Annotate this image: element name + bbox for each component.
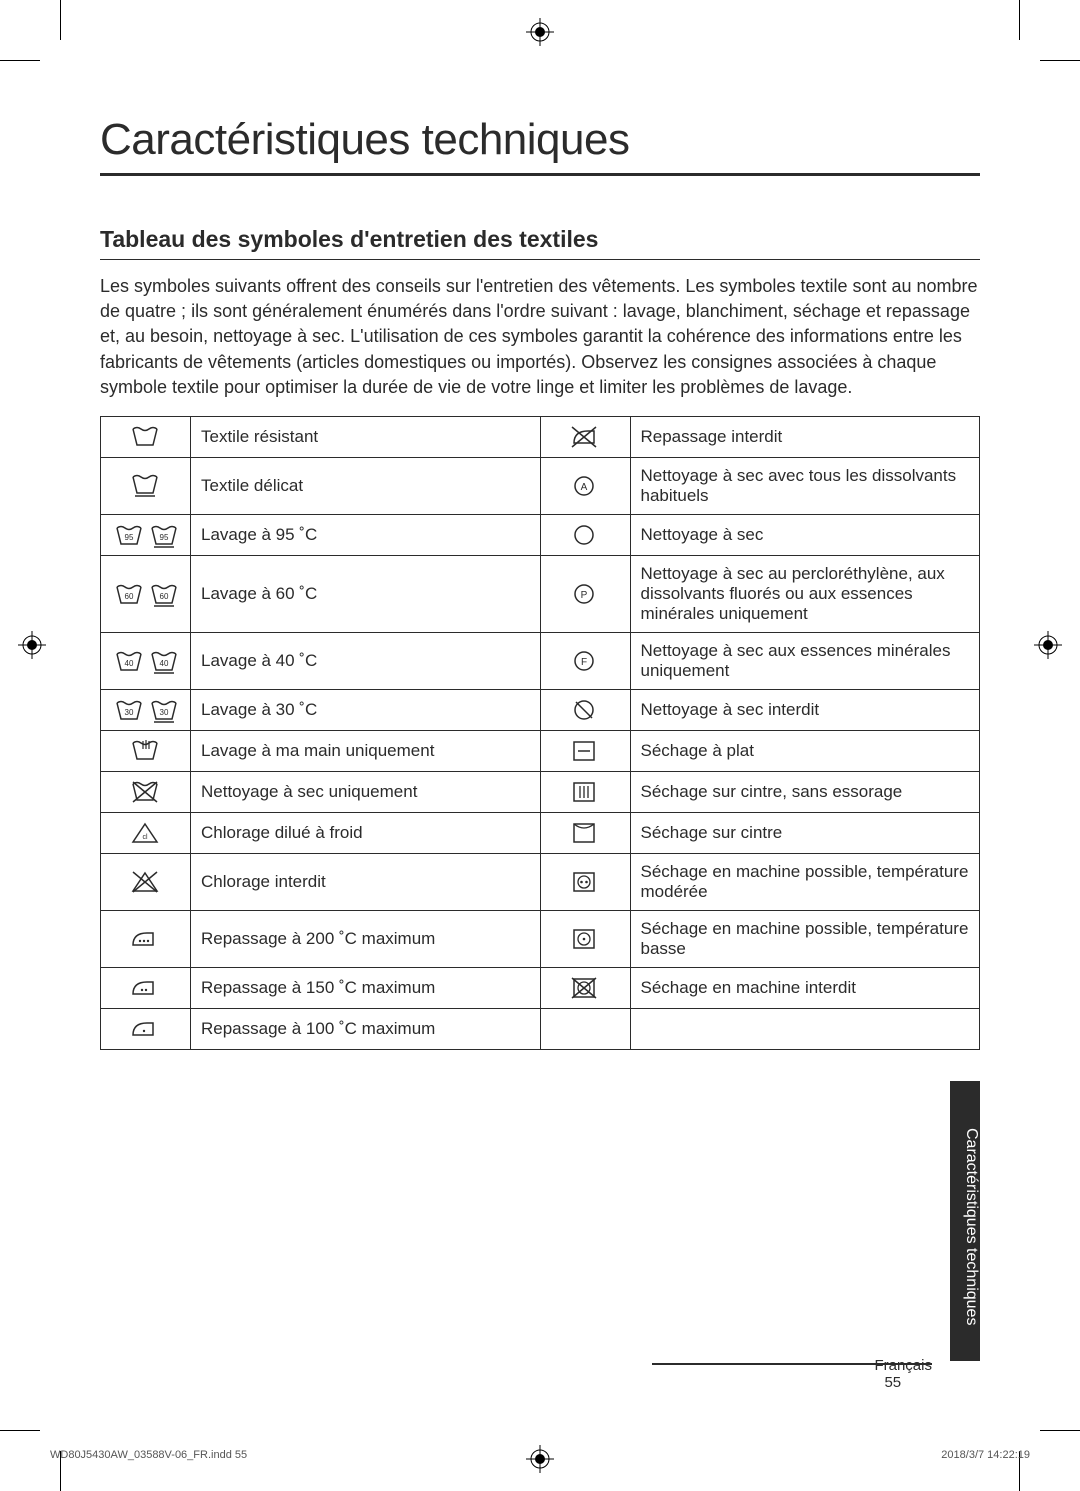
cell-left: Repassage à 150 ˚C maximum: [191, 967, 541, 1008]
table-row: Textile délicat A Nettoyage à sec avec t…: [101, 457, 980, 514]
iron-150-icon: [101, 967, 191, 1008]
empty-icon: [540, 1008, 630, 1049]
cell-left: Lavage à 30 ˚C: [191, 689, 541, 730]
cell-left: Nettoyage à sec uniquement: [191, 771, 541, 812]
table-row: 95 95 Lavage à 95 ˚C Nettoyage à sec: [101, 514, 980, 555]
dryclean-a-icon: A: [540, 457, 630, 514]
svg-text:95: 95: [125, 533, 134, 542]
section-title: Tableau des symboles d'entretien des tex…: [100, 226, 980, 253]
svg-text:cl: cl: [142, 834, 148, 841]
wash-95-icon: 95 95: [101, 514, 191, 555]
dryclean-p-icon: P: [540, 555, 630, 632]
cell-right: Séchage à plat: [630, 730, 980, 771]
cell-left: Lavage à ma main uniquement: [191, 730, 541, 771]
svg-text:F: F: [581, 657, 587, 668]
svg-text:A: A: [581, 482, 588, 493]
care-symbols-table: Textile résistant Repassage interdit Tex…: [100, 416, 980, 1050]
table-row: 40 40 Lavage à 40 ˚C F Nettoyage à sec a…: [101, 632, 980, 689]
svg-text:40: 40: [159, 659, 168, 668]
cell-right: Séchage en machine possible, température…: [630, 853, 980, 910]
table-row: cl Chlorage dilué à froid Séchage sur ci…: [101, 812, 980, 853]
drip-dry-icon: [540, 771, 630, 812]
table-row: Textile résistant Repassage interdit: [101, 416, 980, 457]
title-rule: [100, 173, 980, 176]
cell-left: Lavage à 40 ˚C: [191, 632, 541, 689]
svg-text:95: 95: [159, 533, 168, 542]
print-meta-right: 2018/3/7 14:22:19: [941, 1449, 1030, 1461]
cell-right: Nettoyage à sec interdit: [630, 689, 980, 730]
hang-dry-icon: [540, 812, 630, 853]
dryclean-only-icon: [101, 771, 191, 812]
cell-right: Nettoyage à sec: [630, 514, 980, 555]
cell-right: Séchage sur cintre, sans essorage: [630, 771, 980, 812]
registration-mark-left: [18, 631, 46, 659]
bleach-icon: cl: [101, 812, 191, 853]
cell-left: Repassage à 100 ˚C maximum: [191, 1008, 541, 1049]
table-row: 60 60 Lavage à 60 ˚C P Nettoyage à sec a…: [101, 555, 980, 632]
svg-text:60: 60: [159, 592, 168, 601]
handwash-icon: [101, 730, 191, 771]
wash-resistant-icon: [101, 416, 191, 457]
section-rule: [100, 259, 980, 260]
tumble-medium-icon: [540, 853, 630, 910]
table-row: 30 30 Lavage à 30 ˚C Nettoyage à sec int…: [101, 689, 980, 730]
svg-text:30: 30: [159, 708, 168, 717]
wash-delicate-icon: [101, 457, 191, 514]
svg-text:P: P: [581, 590, 588, 601]
table-row: Repassage à 100 ˚C maximum: [101, 1008, 980, 1049]
registration-mark-bottom: [526, 1445, 554, 1473]
dry-flat-icon: [540, 730, 630, 771]
no-bleach-icon: [101, 853, 191, 910]
table-row: Nettoyage à sec uniquement Séchage sur c…: [101, 771, 980, 812]
cell-right: Séchage en machine possible, température…: [630, 910, 980, 967]
table-row: Repassage à 200 ˚C maximum Séchage en ma…: [101, 910, 980, 967]
table-row: Repassage à 150 ˚C maximum Séchage en ma…: [101, 967, 980, 1008]
iron-100-icon: [101, 1008, 191, 1049]
registration-mark-top: [526, 18, 554, 46]
print-meta-left: WD80J5430AW_03588V-06_FR.indd 55: [50, 1449, 247, 1461]
no-iron-icon: [540, 416, 630, 457]
cell-left: Lavage à 95 ˚C: [191, 514, 541, 555]
cell-right: Nettoyage à sec au percloréthylène, aux …: [630, 555, 980, 632]
table-row: Chlorage interdit Séchage en machine pos…: [101, 853, 980, 910]
footer-language: Français: [874, 1357, 932, 1374]
wash-40-icon: 40 40: [101, 632, 191, 689]
svg-text:40: 40: [125, 659, 134, 668]
cell-right: Séchage sur cintre: [630, 812, 980, 853]
no-dryclean-icon: [540, 689, 630, 730]
cell-left: Textile résistant: [191, 416, 541, 457]
iron-200-icon: [101, 910, 191, 967]
table-row: Lavage à ma main uniquement Séchage à pl…: [101, 730, 980, 771]
cell-left: Repassage à 200 ˚C maximum: [191, 910, 541, 967]
cell-right: Repassage interdit: [630, 416, 980, 457]
side-tab: Caractéristiques techniques: [950, 1081, 980, 1361]
cell-left: Textile délicat: [191, 457, 541, 514]
cell-right: Nettoyage à sec avec tous les dissolvant…: [630, 457, 980, 514]
cell-left: Chlorage interdit: [191, 853, 541, 910]
dryclean-icon: [540, 514, 630, 555]
dryclean-f-icon: F: [540, 632, 630, 689]
intro-paragraph: Les symboles suivants offrent des consei…: [100, 274, 980, 400]
wash-30-icon: 30 30: [101, 689, 191, 730]
cell-left: Lavage à 60 ˚C: [191, 555, 541, 632]
registration-mark-right: [1034, 631, 1062, 659]
wash-60-icon: 60 60: [101, 555, 191, 632]
cell-right: [630, 1008, 980, 1049]
svg-text:60: 60: [125, 592, 134, 601]
cell-right: Nettoyage à sec aux essences minérales u…: [630, 632, 980, 689]
footer-page-number: 55: [884, 1374, 901, 1391]
no-tumble-icon: [540, 967, 630, 1008]
svg-text:30: 30: [125, 708, 134, 717]
cell-left: Chlorage dilué à froid: [191, 812, 541, 853]
page-title: Caractéristiques techniques: [100, 115, 980, 165]
cell-right: Séchage en machine interdit: [630, 967, 980, 1008]
tumble-low-icon: [540, 910, 630, 967]
